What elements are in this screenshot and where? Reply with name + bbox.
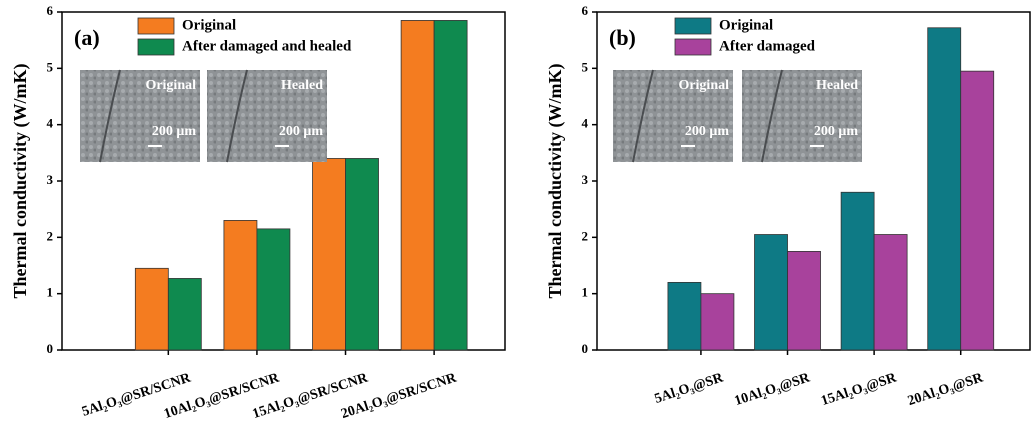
- y-tick-label: 0: [47, 341, 54, 356]
- y-tick-label: 6: [47, 3, 54, 18]
- y-tick-label: 4: [47, 116, 54, 131]
- inset-image: [742, 70, 862, 162]
- bar: [345, 158, 379, 351]
- legend-swatch: [674, 17, 712, 35]
- inset-scale: 200 μm: [279, 124, 323, 139]
- y-axis-label: Thermal conductivity (W/mK): [545, 64, 566, 299]
- inset-image: [613, 70, 733, 162]
- x-tick-label: 10Al₂O₃@SR: [733, 370, 813, 409]
- inset-crack: [761, 69, 783, 163]
- bar: [256, 228, 291, 351]
- inset-image: [80, 70, 200, 162]
- bar: [840, 191, 875, 351]
- y-tick-label: 3: [47, 172, 54, 187]
- bar: [167, 278, 202, 351]
- bar: [312, 158, 346, 351]
- inset-label: Healed: [281, 78, 323, 93]
- bar: [667, 281, 702, 351]
- bar: [700, 293, 735, 351]
- bar: [134, 267, 169, 351]
- legend-swatch: [137, 38, 175, 56]
- y-tick-label: 1: [47, 285, 54, 300]
- bar: [927, 27, 962, 351]
- bar: [433, 20, 468, 351]
- inset-label: Original: [145, 78, 196, 93]
- legend-label: After damaged and healed: [182, 38, 352, 54]
- inset-crack: [226, 69, 248, 163]
- inset-label: Healed: [816, 78, 858, 93]
- legend-label: After damaged: [719, 38, 816, 54]
- inset-scale: 200 μm: [814, 124, 858, 139]
- legend-swatch: [674, 38, 712, 56]
- y-tick-label: 2: [582, 228, 589, 243]
- inset-crack: [99, 69, 121, 163]
- bar: [400, 20, 435, 351]
- inset-scale: 200 μm: [152, 124, 196, 139]
- legend-swatch: [137, 17, 175, 35]
- legend-label: Original: [719, 17, 773, 33]
- bar: [873, 234, 908, 351]
- y-tick-label: 5: [47, 59, 54, 74]
- y-tick-label: 3: [582, 172, 589, 187]
- y-tick-label: 6: [582, 3, 589, 18]
- y-tick-label: 2: [47, 228, 54, 243]
- y-tick-label: 5: [582, 59, 589, 74]
- x-tick-label: 20Al₂O₃@SR: [906, 370, 986, 409]
- panel-label: (a): [74, 25, 100, 50]
- inset-image: [207, 70, 327, 162]
- y-tick-label: 4: [582, 116, 589, 131]
- y-axis-label: Thermal conductivity (W/mK): [10, 64, 31, 299]
- inset-label: Original: [678, 78, 729, 93]
- x-tick-label: 15Al₂O₃@SR: [819, 370, 899, 409]
- inset-scale: 200 μm: [685, 124, 729, 139]
- inset-crack: [632, 69, 654, 163]
- bar: [223, 220, 258, 351]
- y-tick-label: 0: [582, 341, 589, 356]
- panel-label: (b): [609, 25, 636, 50]
- y-tick-label: 1: [582, 285, 589, 300]
- bar: [960, 70, 995, 351]
- legend-label: Original: [182, 17, 236, 33]
- bar: [754, 234, 788, 351]
- bar: [787, 251, 821, 351]
- x-tick-label: 5Al₂O₃@SR: [653, 370, 726, 407]
